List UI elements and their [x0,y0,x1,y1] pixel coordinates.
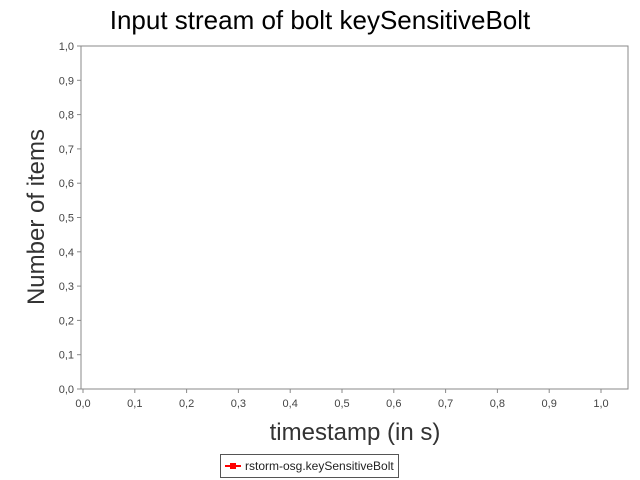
y-tick-label: 0,5 [59,213,74,225]
x-tick-label: 0,7 [438,398,453,410]
y-tick-label: 0,7 [59,144,74,156]
y-tick-label: 0,6 [59,178,74,190]
y-tick-label: 0,8 [59,110,74,122]
x-tick-label: 0,5 [334,398,349,410]
y-axis-label: Number of items [23,129,50,305]
y-tick-label: 0,2 [59,315,74,327]
x-tick-label: 0,8 [490,398,505,410]
x-tick-label: 0,1 [127,398,142,410]
legend: rstorm-osg.keySensitiveBolt [220,454,399,478]
x-tick-label: 0,3 [231,398,246,410]
x-tick-label: 0,2 [179,398,194,410]
x-tick-label: 1,0 [593,398,608,410]
chart-title: Input stream of bolt keySensitiveBolt [110,5,531,35]
x-axis-label: timestamp (in s) [270,419,441,446]
x-tick-label: 0,6 [386,398,401,410]
y-tick-label: 0,0 [59,384,74,396]
y-tick-label: 0,3 [59,281,74,293]
x-tick-label: 0,4 [283,398,298,410]
y-tick-label: 0,1 [59,350,74,362]
y-axis: 0,0 0,1 0,2 0,3 0,4 0,5 0,6 0,7 0,8 0,9 1,0 [59,41,81,396]
legend-series-marker-icon [225,461,241,471]
y-tick-label: 1,0 [59,41,74,53]
x-tick-label: 0,0 [75,398,90,410]
y-tick-label: 0,4 [59,247,74,259]
plot-area [80,45,629,390]
legend-item-label: rstorm-osg.keySensitiveBolt [245,459,394,473]
y-tick-label: 0,9 [59,75,74,87]
x-axis: 0,0 0,1 0,2 0,3 0,4 0,5 0,6 0,7 0,8 0,9 1,0 [75,389,609,410]
x-tick-label: 0,9 [542,398,557,410]
